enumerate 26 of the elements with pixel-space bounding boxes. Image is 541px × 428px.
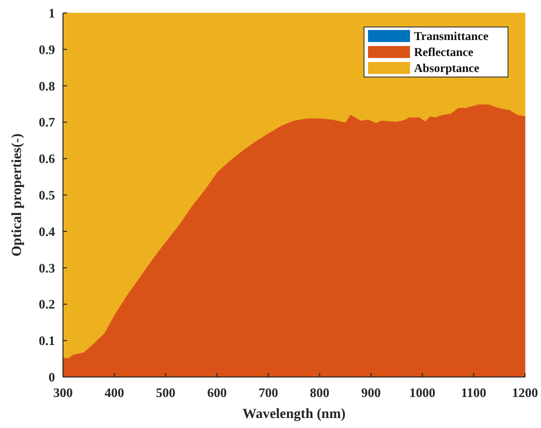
y-axis-title: Optical properties(-)	[10, 133, 25, 256]
series-label: Absorptance	[414, 61, 480, 75]
y-tick-label: 0.8	[38, 78, 56, 94]
y-tick-label: 0.1	[38, 333, 55, 348]
y-tick-label: 0.6	[38, 151, 56, 166]
x-tick-label: 1000	[409, 385, 436, 400]
x-tick-label: 1100	[461, 385, 486, 400]
y-tick-label: 0.2	[38, 296, 55, 312]
x-tick-label: 800	[310, 385, 330, 400]
y-tick-label: 0.5	[38, 188, 56, 202]
x-tick-label: 900	[361, 385, 381, 400]
y-tick-label: 1	[48, 6, 55, 20]
x-tick-label: 600	[207, 385, 227, 400]
x-tick-label: 1200	[512, 385, 538, 400]
y-tick-label: 0.9	[38, 42, 56, 57]
y-tick-label: 0.3	[38, 260, 56, 276]
legend-label: Transmittance	[414, 29, 490, 43]
x-tick-label: 300	[53, 385, 73, 400]
x-tick-label: 500	[156, 385, 176, 400]
x-tick-label: 400	[104, 385, 124, 400]
y-tick-label: 0.4	[38, 224, 56, 239]
legend-label: Reflectance	[414, 45, 474, 59]
y-tick-label: 0	[48, 370, 55, 384]
y-tick-label: 0.7	[38, 114, 56, 130]
x-axis-title: Wavelength (nm)	[242, 407, 346, 422]
x-tick-label: 700	[258, 385, 278, 400]
